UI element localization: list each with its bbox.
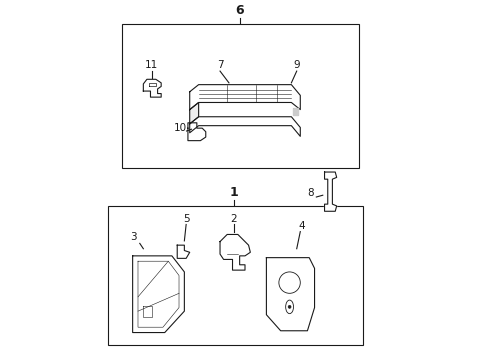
Polygon shape — [324, 172, 337, 211]
Polygon shape — [144, 79, 161, 97]
Polygon shape — [293, 108, 298, 115]
Ellipse shape — [286, 300, 294, 314]
Text: 7: 7 — [217, 60, 223, 70]
Polygon shape — [190, 103, 198, 124]
Text: 8: 8 — [308, 188, 314, 198]
Circle shape — [279, 272, 300, 293]
Polygon shape — [190, 85, 300, 109]
Polygon shape — [267, 258, 315, 331]
Polygon shape — [188, 123, 206, 141]
Text: 10: 10 — [173, 123, 187, 133]
Polygon shape — [220, 234, 250, 270]
Text: 9: 9 — [294, 60, 300, 70]
Polygon shape — [177, 245, 190, 258]
Circle shape — [288, 305, 291, 308]
Bar — [122, 24, 359, 168]
Text: 11: 11 — [145, 60, 158, 70]
Text: 5: 5 — [183, 214, 190, 224]
Text: 4: 4 — [299, 221, 305, 231]
Polygon shape — [133, 256, 184, 333]
Text: 6: 6 — [235, 4, 244, 17]
Text: 3: 3 — [130, 232, 137, 242]
Text: 1: 1 — [230, 186, 239, 199]
Text: 2: 2 — [230, 214, 237, 224]
Bar — [108, 206, 363, 345]
Polygon shape — [190, 117, 300, 136]
